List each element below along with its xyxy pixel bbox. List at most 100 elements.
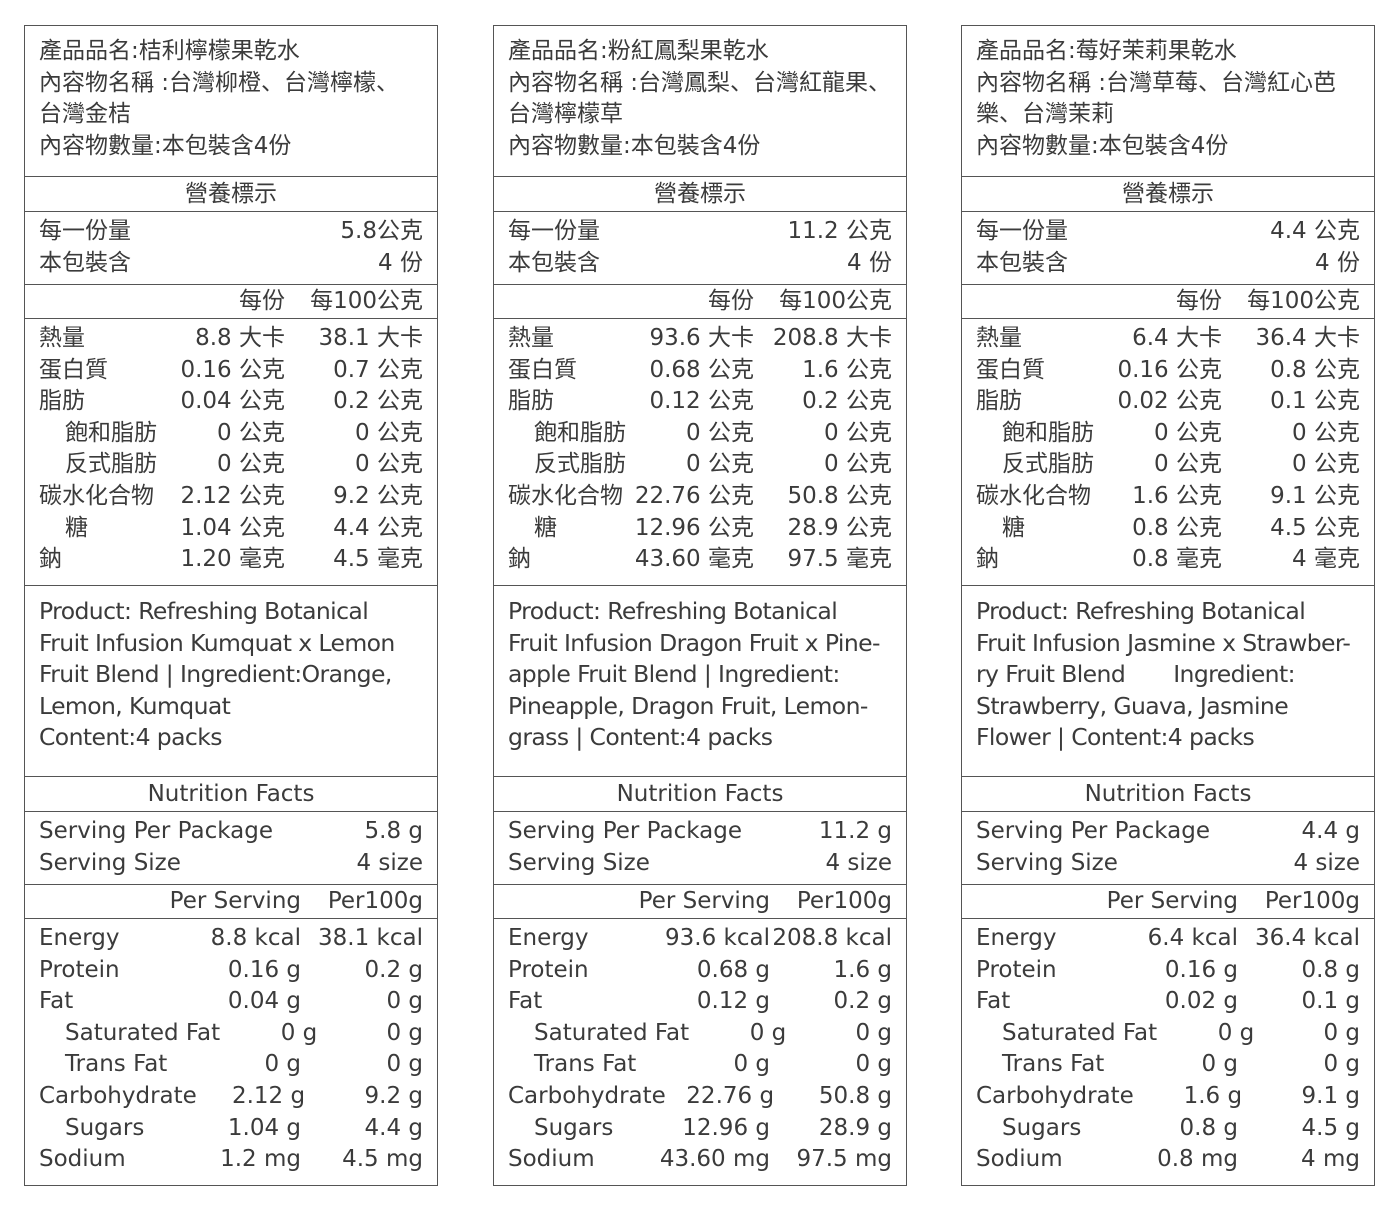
col-per-serving: Per Serving [169,888,301,914]
per-100g-value: 4 mg [1301,1146,1360,1173]
per-100g-value: 4 毫克 [1292,546,1360,573]
zh-serving: 每一份量 4.4 公克 本包裝含 4 份 [962,212,1374,285]
nutrient-name: 糖 [534,514,557,541]
zh-column-header: 每份 每100公克 [494,285,906,319]
nutrient-row: 飽和脂肪 0 公克 0 公克 [508,418,892,450]
english-info-line: ry Fruit Blend Ingredient: [976,660,1296,689]
en-nutrients: Energy 93.6 kcal 208.8 kcal Protein 0.68 g 1.… [494,919,906,1187]
nutrient-name: 熱量 [508,325,554,351]
col-per-100g: 每100公克 [310,288,423,314]
nutrient-row: Sodium 43.60 mg 97.5 mg [508,1144,892,1176]
per-100g-value: 0 公克 [355,419,423,446]
en-title: Nutrition Facts [962,777,1374,812]
serving-row: 本包裝含 4 份 [39,248,423,280]
per-serving-value: 0.16 公克 [180,356,285,383]
per-serving-value: 0 公克 [217,451,285,478]
per-100g-value: 0.1 公克 [1270,388,1360,415]
nutrition-label-panel: 產品品名:莓好茉莉果乾水 內容物名稱 :台灣草莓、台灣紅心芭 樂、台灣茉莉 內容物數量… [961,25,1375,1186]
nutrient-name: Sodium [39,1146,126,1173]
col-per-serving: Per Serving [638,888,770,914]
serving-value: 4 size [825,849,892,876]
nutrient-name: Trans Fat [65,1051,168,1078]
per-100g-value: 9.2 公克 [333,482,423,509]
serving-row: Serving Size 4 size [39,848,423,880]
en-column-header: Per Serving Per100g [494,885,906,919]
per-100g-value: 0 公克 [1292,419,1360,446]
english-info-line: Product: Refreshing Botanical [508,597,838,625]
en-nutrients: Energy 8.8 kcal 38.1 kcal Protein 0.16 g 0.2 … [25,919,437,1187]
header-line: 內容物名稱 :台灣鳳梨、台灣紅龍果、 [508,69,892,96]
nutrient-row: 飽和脂肪 0 公克 0 公克 [39,418,423,450]
nutrient-row: 脂肪 0.12 公克 0.2 公克 [508,386,892,418]
per-serving-value: 0.8 mg [1157,1146,1238,1173]
zh-column-header: 每份 每100公克 [962,285,1374,319]
nutrient-row: 熱量 8.8 大卡 38.1 大卡 [39,323,423,355]
nutrient-name: 糖 [1002,514,1025,541]
per-serving-value: 0.68 g [696,956,770,983]
english-info-line: Product: Refreshing Botanical [39,597,369,625]
nutrient-name: Fat [508,988,543,1015]
per-100g-value: 0.2 公克 [333,388,423,415]
per-serving-value: 12.96 g [682,1114,770,1141]
serving-row: 每一份量 4.4 公克 [976,216,1360,248]
serving-row: Serving Per Package 11.2 g [508,816,892,848]
per-serving-value: 0 g [264,1051,301,1078]
nutrient-name: Energy [976,925,1057,951]
per-100g-value: 0 g [855,1051,892,1078]
nutrient-name: Trans Fat [1002,1051,1105,1078]
serving-value: 4 份 [1315,249,1360,276]
nutrient-name: Carbohydrate [976,1082,1134,1109]
col-per-serving: 每份 [1176,288,1222,314]
header-line: 產品品名:莓好茉莉果乾水 [976,38,1237,64]
nutrient-row: 鈉 0.8 毫克 4 毫克 [976,544,1360,576]
nutrient-row: Trans Fat 0 g 0 g [39,1049,423,1081]
nutrient-name: Carbohydrate [508,1082,666,1109]
serving-row: 每一份量 11.2 公克 [508,216,892,248]
nutrient-row: Saturated Fat 0 g 0 g [39,1018,423,1050]
per-100g-value: 0 公克 [824,419,892,446]
per-100g-value: 9.1 g [1301,1082,1361,1109]
zh-title: 營養標示 [494,177,906,212]
english-info-line: grass | Content:4 packs [508,723,773,752]
serving-label: Serving Per Package [39,818,273,844]
per-100g-value: 0 公克 [824,451,892,478]
nutrient-name: 反式脂肪 [1002,451,1094,478]
nutrient-row: 蛋白質 0.68 公克 1.6 公克 [508,355,892,387]
serving-label: Serving Size [508,849,650,876]
nutrient-row: Sodium 1.2 mg 4.5 mg [39,1144,423,1176]
per-serving-value: 0.16 g [227,956,301,983]
english-product-info: Product: Refreshing Botanical Fruit Infus… [494,586,906,777]
nutrient-row: Protein 0.16 g 0.2 g [39,955,423,987]
header-line: 產品品名:桔利檸檬果乾水 [39,38,300,64]
nutrient-row: Protein 0.68 g 1.6 g [508,955,892,987]
english-info-line: Fruit Infusion Jasmine x Strawber- [976,628,1351,657]
serving-label: 本包裝含 [976,249,1068,276]
nutrient-name: Fat [39,988,74,1015]
header-line: 內容物數量:本包裝含4份 [508,132,761,159]
per-serving-value: 0 公克 [686,451,754,478]
serving-value: 5.8公克 [340,218,423,244]
english-info-line: Fruit Blend | Ingredient:Orange, [39,660,392,689]
nutrient-row: 鈉 1.20 毫克 4.5 毫克 [39,544,423,576]
serving-label: Serving Size [39,849,181,876]
per-100g-value: 208.8 大卡 [772,325,892,351]
col-per-serving: 每份 [239,288,285,314]
per-100g-value: 0.2 公克 [802,388,892,415]
nutrition-title-zh: 營養標示 [1122,181,1214,207]
serving-value: 4 份 [847,249,892,276]
per-serving-value: 22.76 公克 [634,482,754,509]
col-per-100g: 每100公克 [779,288,892,314]
per-serving-value: 0 公克 [217,419,285,446]
serving-label: 每一份量 [39,218,131,244]
zh-nutrients: 熱量 8.8 大卡 38.1 大卡 蛋白質 0.16 公克 0.7 公克 脂肪 0.04 公克… [25,319,437,586]
per-100g-value: 0.2 g [833,988,893,1015]
nutrient-name: Sodium [508,1146,595,1173]
per-serving-value: 0 公克 [686,419,754,446]
nutrient-name: 蛋白質 [39,356,108,383]
nutrient-name: 反式脂肪 [65,451,157,478]
col-per-serving: Per Serving [1106,888,1238,914]
serving-value: 11.2 g [818,818,892,844]
nutrient-name: 糖 [65,514,88,541]
per-serving-value: 1.6 公克 [1132,482,1222,509]
per-serving-value: 1.04 g [227,1114,301,1141]
